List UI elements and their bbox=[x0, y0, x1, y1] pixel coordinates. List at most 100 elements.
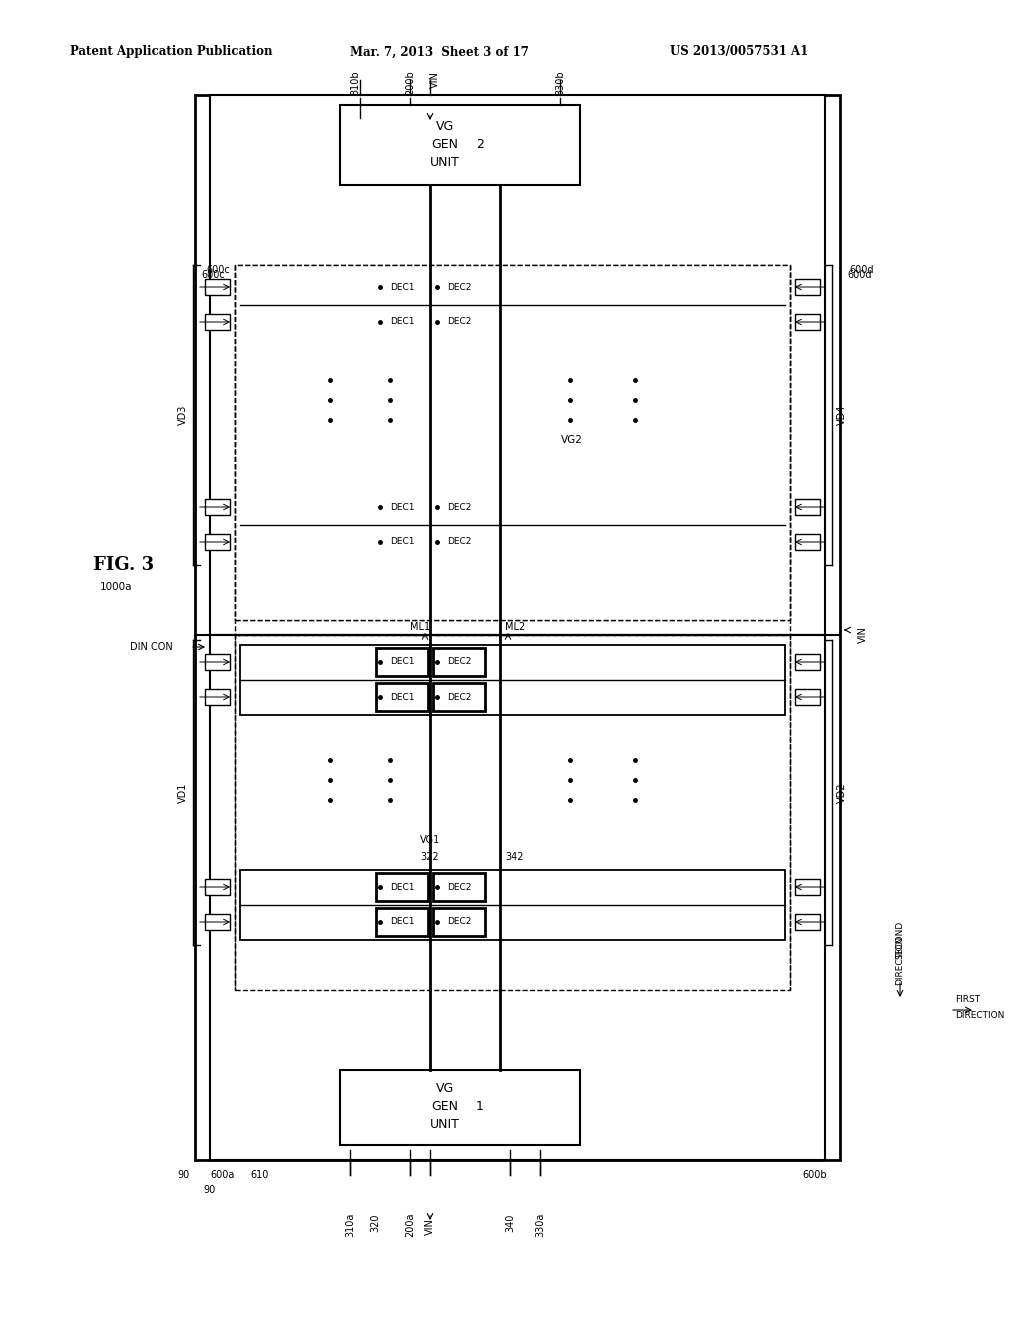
Text: 600d: 600d bbox=[850, 265, 874, 275]
Bar bbox=[795, 279, 820, 294]
Text: UNIT: UNIT bbox=[430, 157, 460, 169]
Text: ML2: ML2 bbox=[505, 622, 525, 632]
Text: DIN CON: DIN CON bbox=[130, 642, 173, 652]
Text: DEC1: DEC1 bbox=[390, 883, 415, 891]
Bar bbox=[210, 635, 825, 1160]
Bar bbox=[795, 535, 820, 550]
Bar bbox=[795, 653, 820, 671]
Text: DEC2: DEC2 bbox=[446, 657, 471, 667]
Text: 1: 1 bbox=[476, 1100, 484, 1113]
Bar bbox=[195, 95, 840, 1160]
Text: 320: 320 bbox=[370, 1214, 380, 1233]
Bar bbox=[340, 1071, 580, 1144]
Bar bbox=[376, 648, 428, 676]
Text: VD3: VD3 bbox=[178, 405, 188, 425]
Bar bbox=[340, 106, 580, 185]
Bar bbox=[210, 95, 825, 635]
Text: 342: 342 bbox=[505, 851, 523, 862]
Text: VG2: VG2 bbox=[561, 436, 583, 445]
Text: 310b: 310b bbox=[350, 71, 360, 95]
Text: 610: 610 bbox=[251, 1170, 269, 1180]
Bar bbox=[234, 265, 790, 620]
Text: 340: 340 bbox=[505, 1214, 515, 1232]
Text: 600a: 600a bbox=[211, 1170, 236, 1180]
Text: DEC1: DEC1 bbox=[390, 657, 415, 667]
Text: 600b: 600b bbox=[803, 1170, 827, 1180]
Bar bbox=[433, 308, 485, 337]
Text: DEC2: DEC2 bbox=[446, 282, 471, 292]
Bar bbox=[430, 870, 785, 940]
Text: 90: 90 bbox=[204, 1185, 216, 1195]
Text: DIRECTION: DIRECTION bbox=[955, 1011, 1005, 1019]
Text: 200b: 200b bbox=[406, 71, 415, 95]
Text: DEC2: DEC2 bbox=[446, 917, 471, 927]
Bar bbox=[240, 490, 430, 560]
Bar bbox=[795, 314, 820, 330]
Text: 310a: 310a bbox=[345, 1213, 355, 1237]
Bar bbox=[376, 492, 428, 521]
Bar bbox=[376, 273, 428, 301]
Text: GEN: GEN bbox=[431, 139, 459, 152]
Bar bbox=[205, 689, 230, 705]
Text: VG1: VG1 bbox=[420, 836, 440, 845]
Text: Mar. 7, 2013  Sheet 3 of 17: Mar. 7, 2013 Sheet 3 of 17 bbox=[350, 45, 528, 58]
Text: 330b: 330b bbox=[555, 71, 565, 95]
Text: DIRECTION: DIRECTION bbox=[896, 936, 904, 985]
Text: DEC2: DEC2 bbox=[446, 883, 471, 891]
Bar bbox=[234, 265, 790, 620]
Text: UNIT: UNIT bbox=[430, 1118, 460, 1130]
Bar bbox=[795, 879, 820, 895]
Text: 330a: 330a bbox=[535, 1213, 545, 1237]
Bar bbox=[240, 645, 430, 715]
Text: DEC1: DEC1 bbox=[390, 282, 415, 292]
Bar bbox=[795, 689, 820, 705]
Text: 322: 322 bbox=[421, 851, 439, 862]
Bar bbox=[205, 279, 230, 294]
Text: VD1: VD1 bbox=[178, 783, 188, 803]
Text: VIN: VIN bbox=[858, 627, 868, 643]
Bar bbox=[376, 873, 428, 902]
Bar bbox=[205, 499, 230, 515]
Text: DEC1: DEC1 bbox=[390, 693, 415, 701]
Bar bbox=[795, 913, 820, 931]
Bar bbox=[433, 873, 485, 902]
Text: Patent Application Publication: Patent Application Publication bbox=[70, 45, 272, 58]
Text: DEC2: DEC2 bbox=[446, 537, 471, 546]
Text: DEC1: DEC1 bbox=[390, 503, 415, 511]
Text: ML1: ML1 bbox=[410, 622, 430, 632]
Bar bbox=[433, 682, 485, 711]
Text: 2: 2 bbox=[476, 139, 484, 152]
Text: VD4: VD4 bbox=[837, 405, 847, 425]
Bar bbox=[205, 879, 230, 895]
Bar bbox=[234, 635, 790, 990]
Text: 600c: 600c bbox=[206, 265, 229, 275]
Text: VIN: VIN bbox=[430, 71, 440, 88]
Bar bbox=[430, 271, 785, 341]
Bar bbox=[205, 535, 230, 550]
Text: 600c: 600c bbox=[201, 271, 225, 280]
Text: DEC2: DEC2 bbox=[446, 318, 471, 326]
Text: FIG. 3: FIG. 3 bbox=[93, 556, 155, 574]
Text: FIRST: FIRST bbox=[955, 995, 980, 1005]
Bar bbox=[376, 682, 428, 711]
Text: DEC1: DEC1 bbox=[390, 318, 415, 326]
Text: 90: 90 bbox=[177, 1170, 189, 1180]
Text: 1000a: 1000a bbox=[100, 582, 132, 591]
Bar bbox=[433, 528, 485, 556]
Text: VG: VG bbox=[436, 1081, 454, 1094]
Text: 600d: 600d bbox=[848, 271, 872, 280]
Text: VG: VG bbox=[436, 120, 454, 133]
Text: US 2013/0057531 A1: US 2013/0057531 A1 bbox=[670, 45, 808, 58]
Text: SECOND: SECOND bbox=[896, 921, 904, 960]
Text: DEC1: DEC1 bbox=[390, 917, 415, 927]
Bar bbox=[430, 490, 785, 560]
Text: VIN: VIN bbox=[425, 1218, 435, 1236]
Bar bbox=[240, 271, 430, 341]
Text: DEC1: DEC1 bbox=[390, 537, 415, 546]
Bar bbox=[433, 492, 485, 521]
Bar bbox=[205, 653, 230, 671]
Bar bbox=[205, 314, 230, 330]
Bar bbox=[433, 908, 485, 936]
Bar bbox=[433, 273, 485, 301]
Text: GEN: GEN bbox=[431, 1100, 459, 1113]
